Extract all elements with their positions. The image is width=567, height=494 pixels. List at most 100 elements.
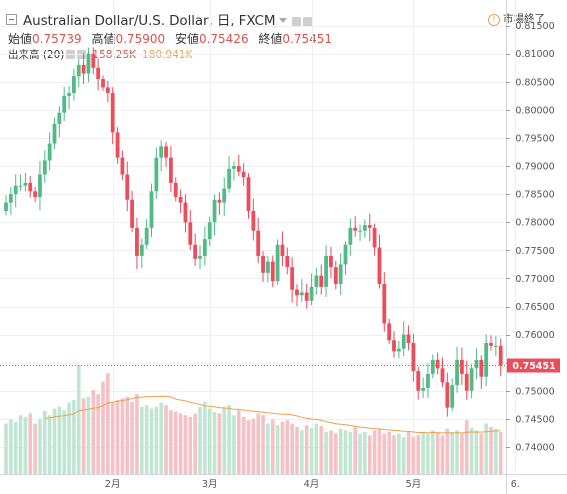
market-status-label: 市場終了 [503, 13, 545, 25]
candle-body [256, 230, 261, 256]
candle-body [392, 340, 396, 352]
candle-body [309, 286, 314, 301]
volume-ma-line [44, 395, 501, 434]
candle-body [23, 182, 28, 186]
volume-bar [106, 373, 110, 474]
y-tick-label: 0.80000 [515, 105, 554, 116]
candle-body [266, 261, 270, 273]
candle-body [154, 157, 159, 192]
volume-bar [290, 423, 294, 474]
volume-bar [435, 432, 440, 474]
symbol-row: Australian Dollar/U.S. Dollar, 日, FXCM [6, 9, 313, 29]
candle-body [18, 185, 23, 187]
volume-bar [300, 430, 304, 474]
candle-body [411, 343, 416, 372]
x-tick-label: 3月 [202, 479, 218, 490]
candle-body [304, 292, 309, 301]
candle-body [372, 227, 377, 248]
volume-bar [212, 411, 217, 474]
volume-bar [91, 390, 96, 474]
candle-body [149, 191, 154, 228]
x-tick-label: 5月 [406, 479, 422, 490]
candle-body [212, 199, 217, 223]
volume-bar [86, 396, 91, 474]
candle-body [81, 64, 86, 74]
candle-body [324, 255, 328, 287]
candle-body [57, 112, 62, 124]
candle-body [416, 371, 421, 391]
candle-body [377, 247, 382, 285]
gear-icon[interactable] [303, 17, 313, 26]
volume-bar [256, 413, 260, 474]
y-tick-label: 0.76000 [515, 330, 554, 341]
volume-bar [377, 428, 382, 474]
y-tick-label: 0.74000 [515, 442, 554, 453]
candle-body [319, 275, 324, 287]
candle-body [91, 53, 96, 68]
volume-bar [392, 435, 396, 474]
y-tick-label: 0.78000 [515, 218, 554, 229]
market-status[interactable]: ! 市場終了 [488, 11, 545, 26]
volume-bar [397, 433, 401, 474]
candle-body [207, 222, 212, 240]
volume-bar [270, 419, 275, 474]
candle-body [217, 199, 222, 203]
candle-body [353, 227, 358, 231]
volume-bar [13, 421, 18, 474]
candle-body [115, 132, 120, 158]
volume-bar [18, 415, 23, 474]
volume-bar [9, 419, 13, 474]
volume-bar [193, 413, 197, 474]
chevron-down-icon[interactable] [279, 18, 288, 23]
volume-bar [178, 413, 183, 474]
volume-bar [445, 428, 450, 474]
y-tick-label: 0.77000 [515, 274, 554, 285]
y-tick-label: 0.79000 [515, 162, 554, 173]
volume-bar [96, 394, 100, 474]
volume-bar [110, 402, 115, 474]
collapse-button[interactable] [6, 14, 17, 25]
volume-bar [474, 430, 479, 474]
candle-body [460, 359, 464, 374]
candle-body [125, 174, 130, 200]
volume-bar [164, 405, 168, 474]
volume-bar [431, 430, 435, 474]
volume-bar [120, 398, 125, 474]
volume-bar [237, 410, 241, 474]
candle-body [164, 146, 168, 158]
candle-body [246, 177, 251, 212]
candle-body [120, 157, 125, 175]
volume-bar [28, 413, 33, 474]
candle-body [270, 261, 275, 282]
volume-bar [135, 394, 139, 474]
candle-body [401, 334, 406, 349]
alert-icon: ! [488, 14, 500, 26]
volume-bar [183, 415, 188, 474]
volume-bar [188, 416, 193, 474]
candle-body [193, 244, 198, 259]
volume-bar [33, 423, 37, 474]
candle-body [363, 225, 367, 231]
candle-body [343, 244, 348, 265]
candle-body [72, 76, 76, 94]
volume-bar [314, 423, 319, 474]
volume-bar [295, 426, 299, 474]
volume-bar [222, 406, 227, 474]
candle-body [348, 227, 353, 245]
volume-bar [169, 410, 173, 474]
candle-body [169, 157, 173, 183]
candle-body [489, 343, 493, 346]
candle-body [421, 387, 425, 391]
volume-bar [144, 405, 149, 474]
candle-body [42, 160, 47, 175]
volume-bar [217, 413, 222, 474]
candle-body [406, 334, 411, 344]
candle-body [47, 143, 52, 161]
candle-body [387, 323, 392, 341]
settings-icon[interactable] [292, 17, 302, 26]
volume-bar [382, 433, 387, 474]
candle-body [358, 230, 362, 232]
candle-body [67, 93, 71, 96]
candle-body [396, 348, 401, 352]
